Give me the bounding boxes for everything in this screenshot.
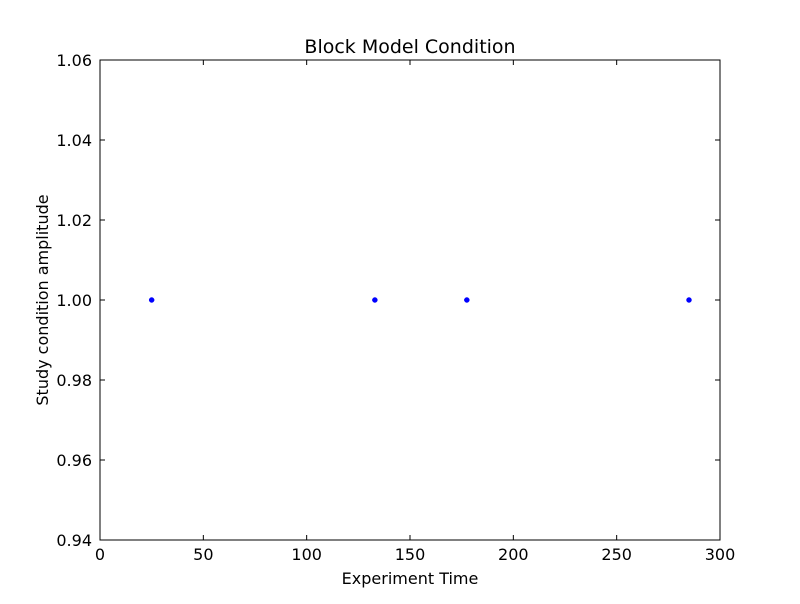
x-axis-label: Experiment Time [342,569,479,588]
y-tick-label: 1.06 [56,51,92,70]
y-tick-label: 1.04 [56,131,92,150]
data-point [148,297,155,303]
x-tick-label: 250 [601,545,632,564]
data-point [686,297,692,303]
data-point [372,297,378,303]
x-tick-label: 100 [291,545,322,564]
y-tick-label: 0.96 [56,451,92,470]
y-tick-labels: 0.94 0.96 0.98 1.00 1.02 1.04 1.06 [56,51,92,550]
x-tick-label: 50 [193,545,213,564]
y-tick-label: 0.98 [56,371,92,390]
x-tick-labels: 0 50 100 150 200 250 300 [95,545,735,564]
plot-area [99,59,721,541]
data-point [464,297,470,303]
chart-title: Block Model Condition [304,36,515,58]
x-tick-label: 300 [705,545,736,564]
y-tick-label: 0.94 [56,531,92,550]
data-points [148,297,692,303]
tick-marks [99,59,721,541]
x-tick-label: 0 [95,545,105,564]
x-tick-label: 150 [395,545,426,564]
y-tick-label: 1.00 [56,291,92,310]
y-tick-label: 1.02 [56,211,92,230]
y-axis-label: Study condition amplitude [33,194,52,405]
x-tick-label: 200 [498,545,529,564]
